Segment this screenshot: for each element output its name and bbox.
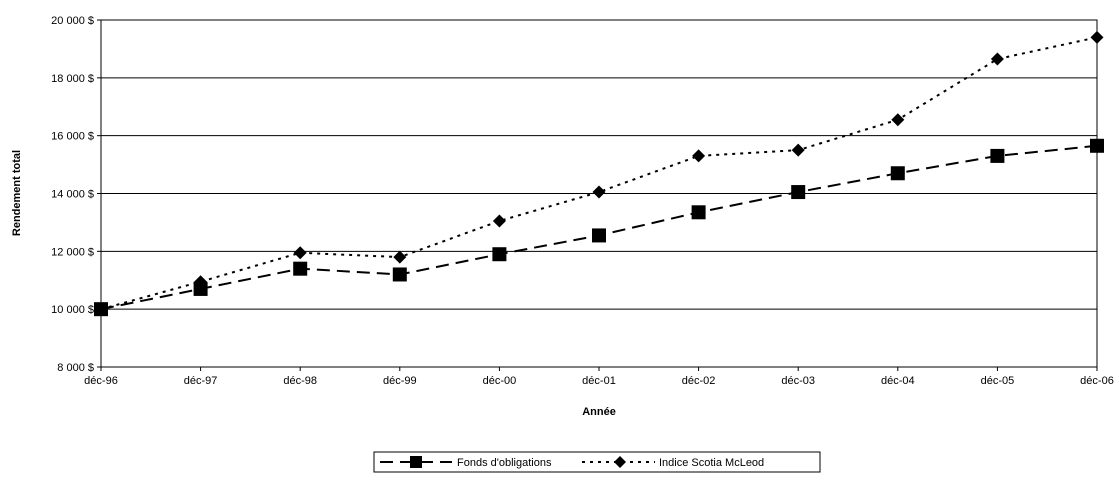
x-tick-label: déc-99 <box>383 375 417 387</box>
x-axis-title: Année <box>582 406 616 418</box>
y-axis-title: Rendement total <box>11 150 23 236</box>
y-tick-label: 18 000 $ <box>51 73 94 85</box>
series-markers <box>94 30 1104 317</box>
data-point-fonds <box>791 185 806 200</box>
data-point-fonds <box>691 205 706 220</box>
y-tick-label: 14 000 $ <box>51 189 94 201</box>
y-tick-label: 8 000 $ <box>57 362 94 374</box>
x-axis: déc-96 déc-97 déc-98 déc-99 déc-00 déc-01 déc-… <box>84 367 1114 387</box>
y-tick-label: 16 000 $ <box>51 131 94 143</box>
data-point-indice <box>194 275 208 289</box>
data-point-indice <box>1090 30 1104 44</box>
x-tick-label: déc-00 <box>483 375 517 387</box>
legend-box <box>373 451 821 473</box>
x-tick-label: déc-04 <box>881 375 915 387</box>
legend-label-indice: Indice Scotia McLeod <box>659 457 764 469</box>
data-point-indice <box>692 149 706 163</box>
y-axis: 8 000 $ 10 000 $ 12 000 $ 14 000 $ 16 000 $ 1… <box>51 15 101 374</box>
data-point-indice <box>293 246 307 260</box>
legend-label-fonds: Fonds d'obligations <box>457 457 552 469</box>
data-point-indice <box>492 214 506 228</box>
data-point-fonds <box>890 166 905 181</box>
data-point-indice <box>592 185 606 199</box>
data-point-fonds <box>990 148 1005 163</box>
x-tick-label: déc-05 <box>981 375 1015 387</box>
x-tick-label: déc-02 <box>682 375 716 387</box>
data-point-fonds <box>392 267 407 282</box>
gridlines <box>101 77 1097 310</box>
data-point-indice <box>791 143 805 157</box>
x-tick-label: déc-01 <box>582 375 616 387</box>
data-point-indice <box>891 113 905 127</box>
data-point-indice <box>94 302 108 316</box>
x-tick-label: déc-98 <box>283 375 317 387</box>
data-point-fonds <box>1090 138 1104 153</box>
legend-marker-indice <box>614 456 626 468</box>
data-point-fonds <box>293 261 308 276</box>
legend-marker-fonds <box>410 456 422 468</box>
series-line-indice <box>100 36 1098 311</box>
x-tick-label: déc-03 <box>781 375 815 387</box>
data-point-fonds <box>592 228 606 243</box>
x-tick-label: déc-96 <box>84 375 118 387</box>
legend: Fonds d'obligations Indice Scotia McLeod <box>373 451 821 473</box>
x-tick-label: déc-97 <box>184 375 218 387</box>
y-tick-label: 12 000 $ <box>51 246 94 258</box>
y-tick-label: 10 000 $ <box>51 304 94 316</box>
data-point-fonds <box>492 247 507 262</box>
data-point-fonds <box>193 281 208 296</box>
data-point-indice <box>990 52 1004 66</box>
data-point-indice <box>393 250 407 264</box>
y-tick-label: 20 000 $ <box>51 15 94 27</box>
x-tick-label: déc-06 <box>1080 375 1114 387</box>
